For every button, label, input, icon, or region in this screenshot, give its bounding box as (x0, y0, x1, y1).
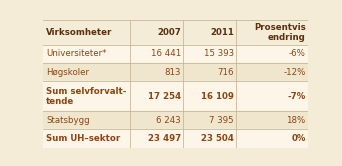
Text: 2007: 2007 (157, 28, 181, 37)
Text: Høgskoler: Høgskoler (46, 68, 89, 77)
Bar (43, 129, 308, 148)
Text: Sum UH–sektor: Sum UH–sektor (46, 134, 120, 143)
Text: 2011: 2011 (210, 28, 234, 37)
Text: -6%: -6% (289, 49, 306, 58)
Text: 18%: 18% (287, 116, 306, 125)
Bar (43, 82, 308, 111)
Text: 16 109: 16 109 (201, 92, 234, 101)
Text: 716: 716 (218, 68, 234, 77)
Bar (43, 111, 308, 129)
Text: 23 504: 23 504 (201, 134, 234, 143)
Text: 7 395: 7 395 (210, 116, 234, 125)
Text: 6 243: 6 243 (156, 116, 181, 125)
Bar (43, 20, 308, 45)
Text: 0%: 0% (291, 134, 306, 143)
Text: 23 497: 23 497 (148, 134, 181, 143)
Text: Prosentvis
endring: Prosentvis endring (254, 23, 306, 42)
Bar (43, 45, 308, 63)
Bar (43, 63, 308, 82)
Text: -12%: -12% (283, 68, 306, 77)
Text: Statsbygg: Statsbygg (46, 116, 90, 125)
Text: 15 393: 15 393 (204, 49, 234, 58)
Text: -7%: -7% (287, 92, 306, 101)
Text: Sum selvforvalt-
tende: Sum selvforvalt- tende (46, 86, 126, 106)
Text: 17 254: 17 254 (148, 92, 181, 101)
Text: 813: 813 (165, 68, 181, 77)
Text: Universiteter*: Universiteter* (46, 49, 106, 58)
Text: Virksomheter: Virksomheter (46, 28, 112, 37)
Text: 16 441: 16 441 (151, 49, 181, 58)
